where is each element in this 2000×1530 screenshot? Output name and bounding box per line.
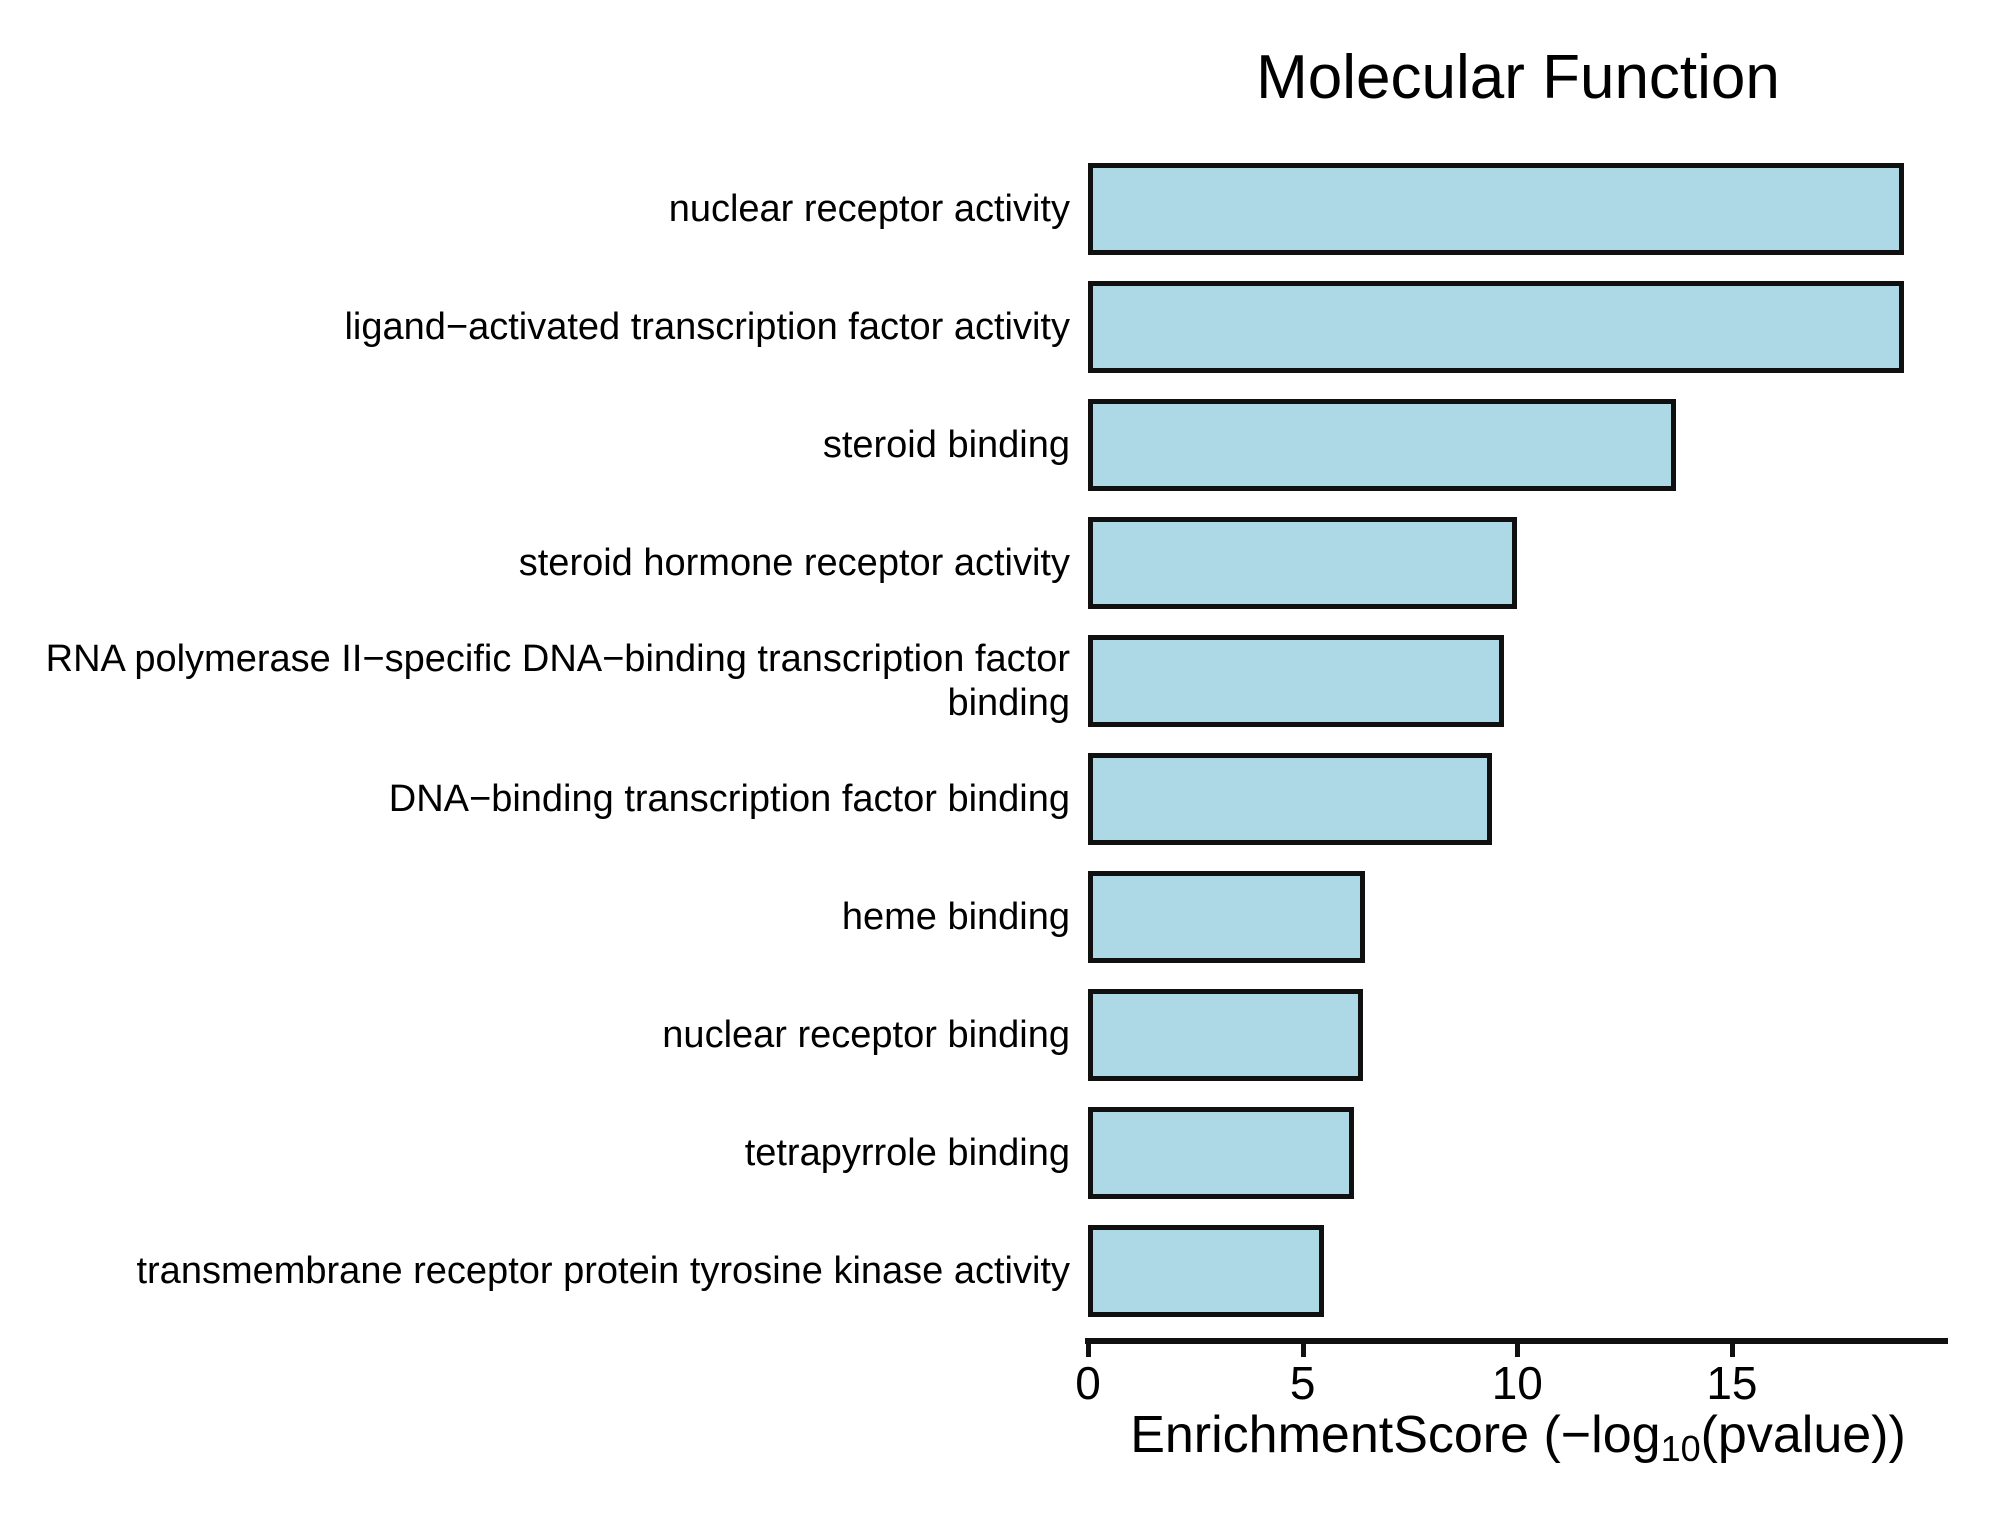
category-label: RNA polymerase II−specific DNA−binding t… xyxy=(45,637,1070,724)
bar xyxy=(1088,517,1517,609)
bar-row: nuclear receptor binding xyxy=(0,989,2000,1081)
bar xyxy=(1088,871,1365,963)
x-axis-tick-label: 0 xyxy=(1075,1357,1101,1409)
category-label: nuclear receptor binding xyxy=(662,1013,1070,1056)
bar-row: steroid hormone receptor activity xyxy=(0,517,2000,609)
category-label: tetrapyrrole binding xyxy=(744,1131,1070,1174)
category-label: ligand−activated transcription factor ac… xyxy=(344,305,1070,348)
x-axis-tick-mark xyxy=(1300,1344,1306,1357)
bar xyxy=(1088,1107,1354,1199)
bar-row: ligand−activated transcription factor ac… xyxy=(0,281,2000,373)
x-axis-line xyxy=(1085,1338,1948,1344)
bar-row: transmembrane receptor protein tyrosine … xyxy=(0,1225,2000,1317)
bar xyxy=(1088,635,1504,727)
bar xyxy=(1088,281,1904,373)
x-axis-tick-mark xyxy=(1729,1344,1735,1357)
bar xyxy=(1088,163,1904,255)
chart-title: Molecular Function xyxy=(1256,43,1780,112)
bar xyxy=(1088,1225,1324,1317)
x-axis-label-subscript: 10 xyxy=(1660,1428,1701,1469)
category-label: steroid binding xyxy=(822,423,1070,466)
bar-row: RNA polymerase II−specific DNA−binding t… xyxy=(0,635,2000,727)
bar-row: tetrapyrrole binding xyxy=(0,1107,2000,1199)
category-label: DNA−binding transcription factor binding xyxy=(388,777,1070,820)
bar xyxy=(1088,753,1492,845)
x-axis-label-suffix: (pvalue)) xyxy=(1700,1406,1906,1464)
x-axis-tick-mark xyxy=(1086,1344,1091,1357)
x-axis-tick-label: 5 xyxy=(1289,1357,1316,1409)
bar-row: heme binding xyxy=(0,871,2000,963)
category-label: transmembrane receptor protein tyrosine … xyxy=(136,1249,1070,1292)
bar xyxy=(1088,399,1676,491)
x-axis-label-prefix: EnrichmentScore (−log xyxy=(1130,1406,1661,1464)
x-axis-tick-label: 15 xyxy=(1706,1357,1758,1409)
category-label: nuclear receptor activity xyxy=(668,187,1070,230)
bar xyxy=(1088,989,1363,1081)
bar-row: steroid binding xyxy=(0,399,2000,491)
bar-row: nuclear receptor activity xyxy=(0,163,2000,255)
category-label: heme binding xyxy=(841,895,1070,938)
x-axis-tick-mark xyxy=(1515,1344,1521,1357)
category-label: steroid hormone receptor activity xyxy=(518,541,1070,584)
x-axis-tick-label: 10 xyxy=(1491,1357,1543,1409)
bar-row: DNA−binding transcription factor binding xyxy=(0,753,2000,845)
x-axis-label: EnrichmentScore (−log10(pvalue)) xyxy=(1088,1405,1948,1469)
